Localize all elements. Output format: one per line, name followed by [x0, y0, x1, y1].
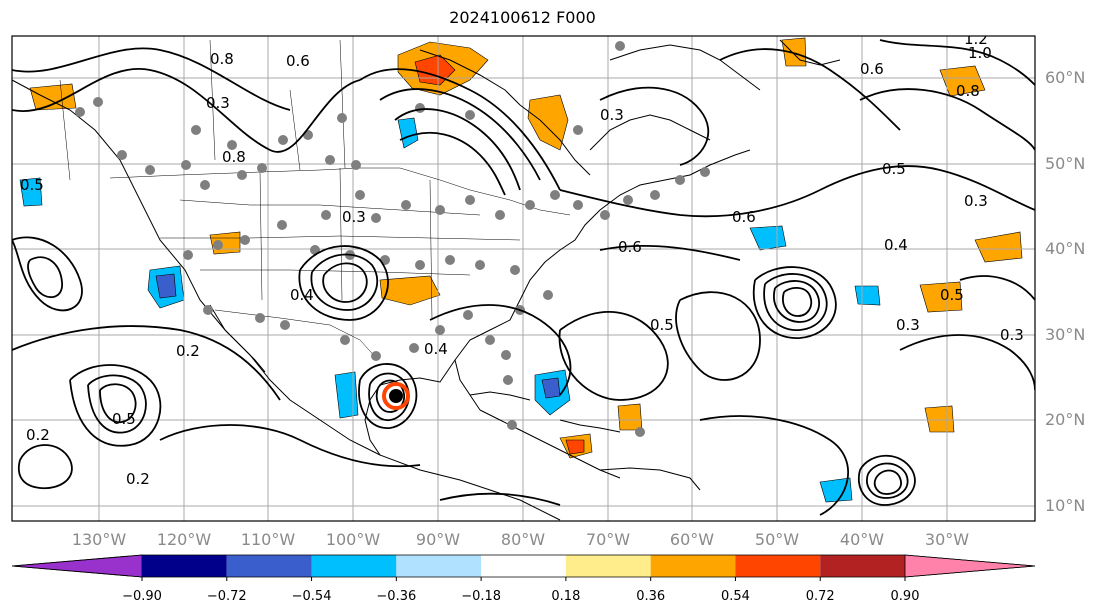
colorbar-extend-high: [904, 554, 1036, 578]
latitude-labels: 60°N 50°N 40°N 30°N 20°N 10°N: [1045, 68, 1085, 515]
colorbar-segment: [735, 555, 821, 577]
station-dots: [75, 41, 710, 437]
contour-label: 0.3: [206, 94, 230, 112]
contour-label: 0.3: [964, 192, 988, 210]
anomaly-patch: [19, 177, 43, 207]
colorbar-tick-label: −0.72: [207, 589, 247, 604]
contour-label: 0.4: [884, 236, 908, 254]
colorbar-segment: [396, 555, 482, 577]
map-frame: [11, 35, 1036, 522]
lon-label: 90°W: [416, 530, 460, 549]
colorbar-segment: [226, 555, 312, 577]
colorbar-segment: [311, 555, 397, 577]
anomaly-patch: [781, 37, 807, 67]
anomaly-patch: [617, 403, 643, 431]
colorbar-segment: [481, 555, 566, 577]
contour-lines: [12, 39, 1035, 516]
anomaly-patch: [155, 273, 177, 299]
shaded-anomalies: [19, 37, 1023, 503]
anomaly-patch: [334, 371, 359, 419]
lon-label: 110°W: [241, 530, 296, 549]
anomaly-patch: [974, 231, 1023, 263]
colorbar: −0.90 −0.72 −0.54 −0.36 −0.18 0.18 0.36 0.54 0.7…: [11, 554, 1036, 604]
contour-label: 0.6: [286, 52, 310, 70]
storm-center-gulf: [389, 389, 403, 403]
longitude-labels: 130°W 120°W 110°W 100°W 90°W 80°W 70°W 6…: [72, 530, 969, 549]
map-title: 2024100612 F000: [449, 8, 596, 27]
anomaly-patch: [379, 275, 441, 306]
contour-label: 0.4: [290, 286, 314, 304]
lon-label: 120°W: [157, 530, 212, 549]
anomaly-patch: [819, 477, 853, 503]
contour-label: 0.5: [20, 176, 44, 194]
contour-label: 0.8: [222, 148, 246, 166]
contour-label: 0.8: [210, 50, 234, 68]
contour-label: 1.2: [964, 30, 988, 48]
lat-label: 30°N: [1045, 325, 1085, 344]
anomaly-patch: [29, 83, 77, 111]
colorbar-extend-low: [11, 554, 143, 578]
colorbar-segment: [565, 555, 651, 577]
contour-label: 0.2: [26, 426, 50, 444]
contour-label: 0.5: [650, 316, 674, 334]
colorbar-tick-label: −0.54: [292, 589, 332, 604]
lat-label: 50°N: [1045, 154, 1085, 173]
contour-label: 0.6: [618, 238, 642, 256]
colorbar-tick-label: −0.36: [376, 589, 416, 604]
colorbar-tick-label: 0.72: [806, 589, 835, 604]
contour-label: 0.3: [600, 106, 624, 124]
lon-label: 30°W: [925, 530, 969, 549]
lon-label: 70°W: [586, 530, 630, 549]
colorbar-segment: [142, 555, 227, 577]
contour-label: 0.5: [882, 160, 906, 178]
storm-centers: [382, 382, 410, 410]
lon-label: 40°W: [840, 530, 884, 549]
lon-label: 100°W: [326, 530, 381, 549]
contour-label: 0.2: [126, 470, 150, 488]
contour-label: 0.6: [860, 60, 884, 78]
contour-label: 0.3: [1000, 326, 1024, 344]
anomaly-patch: [854, 285, 881, 306]
contour-label: 0.3: [896, 316, 920, 334]
anomaly-patch: [541, 377, 561, 399]
political-borders: [59, 39, 571, 361]
coastlines: [12, 39, 841, 521]
lon-label: 60°W: [670, 530, 714, 549]
colorbar-tick-label: 0.36: [636, 589, 665, 604]
contour-label: 0.3: [342, 208, 366, 226]
colorbar-tick-label: −0.90: [122, 589, 162, 604]
anomaly-patch: [565, 439, 585, 455]
colorbar-tick-label: 0.54: [721, 589, 750, 604]
colorbar-tick-label: −0.18: [461, 589, 501, 604]
lat-label: 20°N: [1045, 410, 1085, 429]
contour-label: 0.8: [956, 82, 980, 100]
map-panel: 0.6 0.8 0.3 0.8 0.6 0.5 0.4 0.3 0.2 0.2 …: [12, 30, 1035, 521]
graticule: [12, 36, 1035, 521]
anomaly-patch: [924, 405, 955, 433]
contour-label: 1.0: [968, 44, 992, 62]
contour-label: 0.2: [176, 342, 200, 360]
contour-label: 0.4: [424, 340, 448, 358]
lat-label: 60°N: [1045, 68, 1085, 87]
lon-label: 80°W: [501, 530, 545, 549]
contour-label: 0.5: [940, 286, 964, 304]
lat-label: 10°N: [1045, 496, 1085, 515]
colorbar-segment: [820, 555, 905, 577]
colorbar-tick-label: 0.18: [551, 589, 580, 604]
colorbar-segment: [650, 555, 736, 577]
contour-label: 0.5: [112, 410, 136, 428]
anomaly-patch: [527, 94, 569, 151]
colorbar-tick-label: 0.90: [891, 589, 920, 604]
lon-label: 50°W: [755, 530, 799, 549]
contour-label: 0.6: [732, 208, 756, 226]
contour-labels: 0.6 0.8 0.3 0.8 0.6 0.5 0.4 0.3 0.2 0.2 …: [20, 30, 1024, 488]
lat-label: 40°N: [1045, 239, 1085, 258]
lon-label: 130°W: [72, 530, 127, 549]
